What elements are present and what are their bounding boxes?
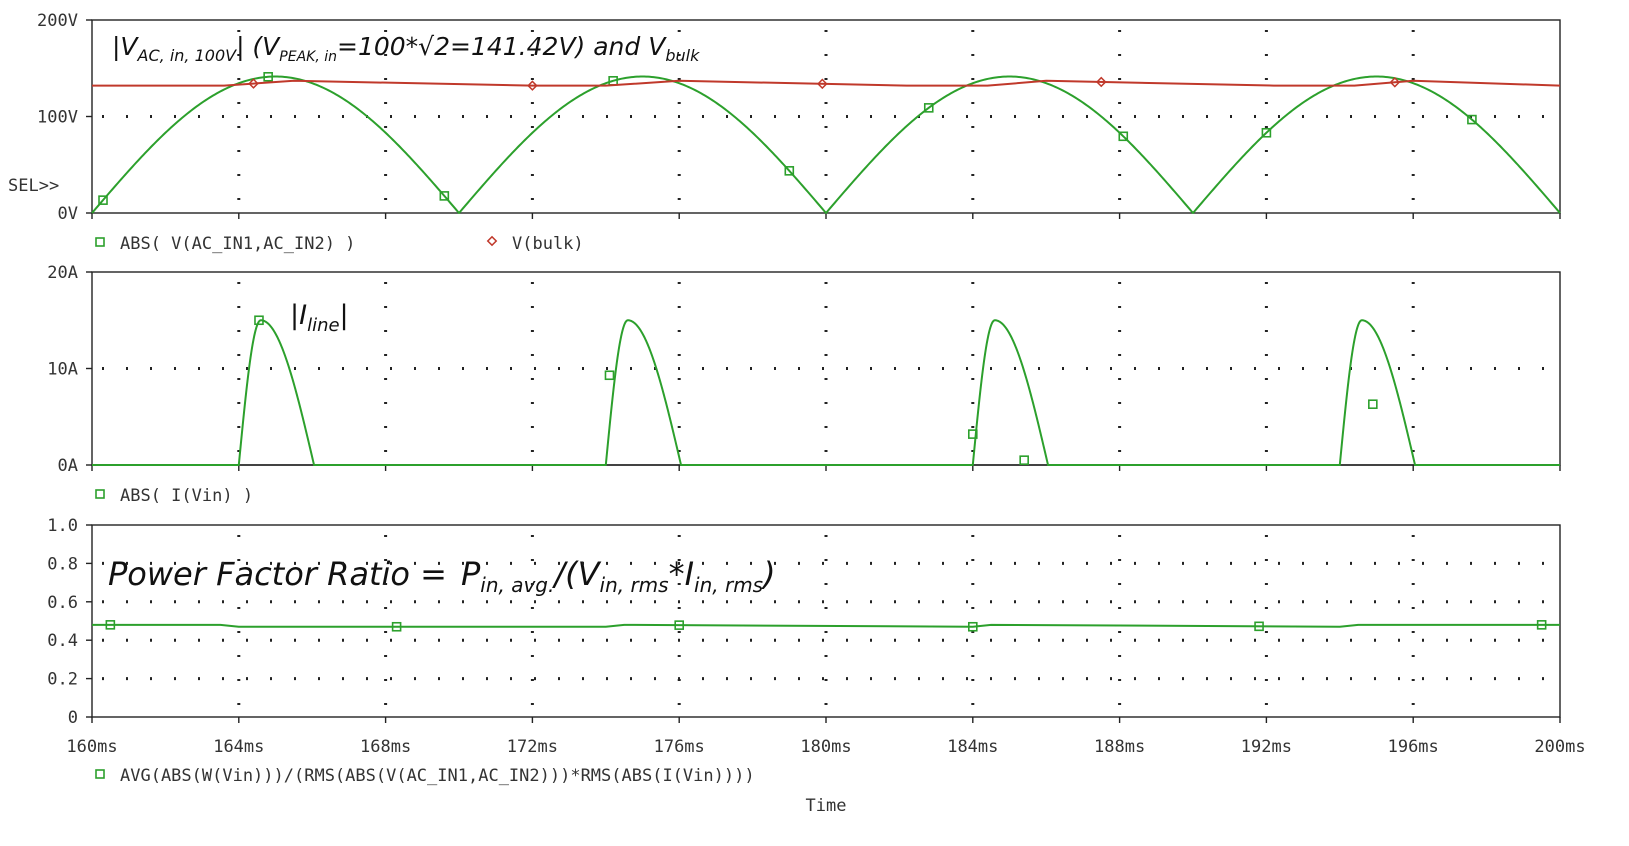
y-tick-label: 1.0 <box>47 516 78 536</box>
x-tick-label: 168ms <box>360 737 411 757</box>
data-point-marker <box>923 103 934 113</box>
data-point-marker <box>1467 114 1477 125</box>
data-point-marker <box>1368 399 1378 410</box>
legend-diamond-marker <box>486 235 498 247</box>
x-tick-label: 164ms <box>213 737 264 757</box>
x-tick-label: 196ms <box>1388 737 1439 757</box>
y-tick-label: 0 <box>68 708 78 728</box>
x-tick-label: 192ms <box>1241 737 1292 757</box>
data-point-marker <box>784 166 795 176</box>
current-annotation: |Iline| <box>290 300 349 336</box>
data-point-marker <box>254 315 264 326</box>
x-tick-label: 184ms <box>947 737 998 757</box>
data-point-marker <box>1019 455 1029 465</box>
data-point-marker <box>604 370 615 381</box>
data-point-marker <box>817 78 828 90</box>
data-point-marker <box>391 621 402 632</box>
x-tick-label: 172ms <box>507 737 558 757</box>
y-tick-label: 100V <box>37 108 78 128</box>
data-point-marker <box>674 620 685 630</box>
data-point-marker <box>98 195 108 205</box>
y-tick-label: 0V <box>58 204 78 224</box>
grid-dots <box>92 272 1560 465</box>
legend-pf-expression: AVG(ABS(W(Vin)))/(RMS(ABS(V(AC_IN1,AC_IN… <box>120 766 755 786</box>
legend-panel2: ABS( I(Vin) ) <box>95 486 253 506</box>
legend-abs-v-ac: ABS( V(AC_IN1,AC_IN2) ) <box>120 234 355 254</box>
series-line-3-1 <box>92 623 1560 628</box>
x-tick-label: 180ms <box>800 737 851 757</box>
y-tick-label: 0A <box>58 456 78 476</box>
data-point-marker <box>263 71 273 82</box>
legend-square-marker <box>95 237 105 247</box>
legend-v-bulk: V(bulk) <box>512 234 584 254</box>
data-point-marker <box>1389 76 1401 88</box>
y-tick-label: 20A <box>47 263 78 283</box>
x-axis-title: Time <box>806 796 847 816</box>
y-tick-label: 0.2 <box>47 670 78 690</box>
legend-abs-i-vin: ABS( I(Vin) ) <box>120 486 253 506</box>
data-point-marker <box>1261 127 1272 138</box>
data-point-marker <box>1536 620 1547 630</box>
plot-panel-1: 0V 100V 200V <box>37 11 1561 224</box>
x-tick-label: 160ms <box>66 737 117 757</box>
y-tick-label: 0.8 <box>47 554 78 574</box>
legend-square-marker <box>95 769 105 779</box>
x-tick-label: 176ms <box>654 737 705 757</box>
y-tick-label: 200V <box>37 11 78 31</box>
data-point-marker <box>1095 76 1107 88</box>
legend-square-marker <box>95 489 105 499</box>
data-point-marker <box>527 80 538 91</box>
plot-panel-3: 0 0.2 0.4 0.6 0.8 1.0 160ms 164ms 168ms 172ms 176m… <box>47 516 1585 757</box>
y-tick-label: 0.6 <box>47 593 78 613</box>
legend-panel1: ABS( V(AC_IN1,AC_IN2) ) V(bulk) <box>95 234 584 254</box>
series-line-2-1 <box>92 319 1560 466</box>
data-point-marker <box>1254 621 1264 632</box>
data-point-marker <box>439 191 450 201</box>
y-tick-label: 10A <box>47 360 78 380</box>
legend-panel3: AVG(ABS(W(Vin)))/(RMS(ABS(V(AC_IN1,AC_IN… <box>95 766 755 786</box>
series-line-1-1 <box>91 75 1561 214</box>
sel-marker-label: SEL>> <box>8 176 59 196</box>
power-factor-annotation: Power Factor Ratio = Pin, avg./(Vin, rms*… <box>108 555 776 597</box>
plot-panel-2: 0A 10A 20A <box>47 263 1561 476</box>
voltage-annotation: |VAC, in, 100V| (VPEAK, in=100*√2=141.42… <box>112 32 700 65</box>
plot-frame <box>91 271 1561 466</box>
y-tick-label: 0.4 <box>47 631 78 651</box>
x-tick-label: 200ms <box>1534 737 1585 757</box>
data-point-marker <box>248 78 259 89</box>
plot-frame <box>91 524 1561 718</box>
grid-dots <box>92 525 1560 717</box>
data-point-marker <box>1118 131 1129 142</box>
data-point-marker <box>967 429 978 439</box>
data-point-marker <box>105 620 116 630</box>
series-line-1-2 <box>92 79 1561 87</box>
x-tick-label: 188ms <box>1094 737 1145 757</box>
data-point-marker <box>967 621 978 632</box>
